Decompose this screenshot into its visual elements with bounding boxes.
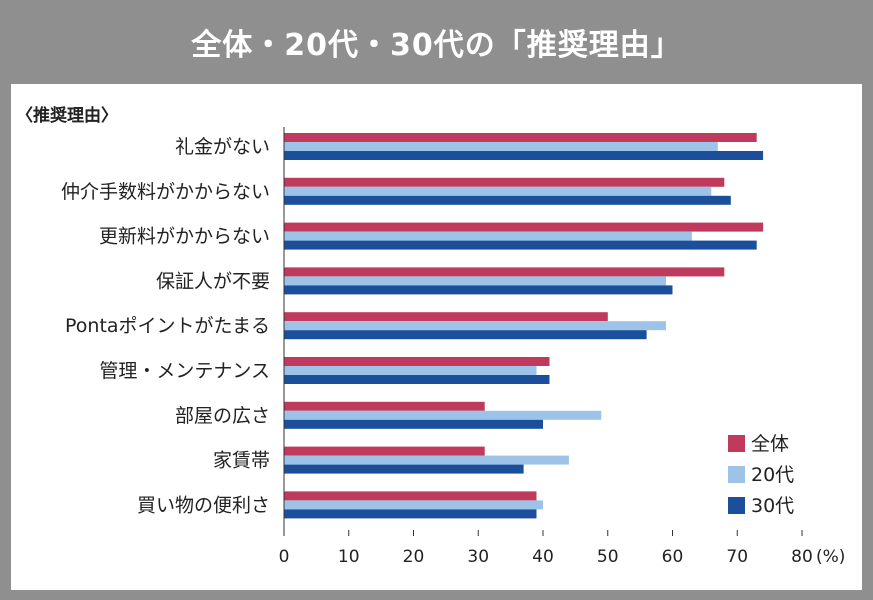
category-label: 部屋の広さ — [175, 405, 270, 427]
bar-全体-6 — [284, 401, 485, 411]
bar-全体-4 — [284, 312, 608, 322]
tick-label: 70 — [726, 547, 748, 567]
legend-label: 20代 — [751, 464, 794, 486]
bar-20代-2 — [284, 231, 692, 241]
tick-label: 80 — [791, 547, 813, 567]
bar-20代-8 — [284, 500, 543, 510]
bars — [284, 133, 764, 519]
category-label: 保証人が不要 — [156, 270, 270, 292]
bar-20代-4 — [284, 321, 666, 331]
tick-label: 0 — [279, 547, 290, 567]
bar-全体-0 — [284, 133, 757, 142]
bar-20代-1 — [284, 186, 712, 196]
bar-30代-3 — [284, 285, 673, 295]
bar-20代-3 — [284, 276, 666, 286]
bar-全体-7 — [284, 446, 485, 456]
bar-30代-5 — [284, 375, 550, 384]
tick-label: 50 — [597, 547, 619, 567]
category-label: 買い物の便利さ — [137, 494, 270, 516]
legend-swatch-30代 — [728, 497, 745, 514]
bar-30代-2 — [284, 240, 757, 250]
tick-label: 30 — [467, 547, 489, 567]
bar-30代-8 — [284, 509, 537, 519]
bar-20代-0 — [284, 142, 718, 151]
category-axis-title: 〈推奨理由〉 — [16, 105, 118, 126]
bar-全体-8 — [284, 491, 537, 501]
legend: 全体 20代 30代 — [728, 433, 794, 517]
category-label: 管理・メンテナンス — [99, 360, 270, 382]
category-label: 礼金がない — [175, 136, 270, 158]
chart-title: 全体・20代・30代の「推奨理由」 — [191, 28, 682, 63]
tick-label: 40 — [532, 547, 554, 567]
category-label: Pontaポイントがたまる — [65, 315, 270, 337]
category-label: 仲介手数料がかからない — [61, 181, 270, 203]
bar-30代-0 — [284, 151, 764, 160]
tick-label: 10 — [338, 547, 360, 567]
bar-30代-6 — [284, 419, 543, 429]
value-axis-ticks: 0 10 20 30 40 50 60 70 80 (%) — [279, 530, 845, 567]
legend-label: 30代 — [751, 495, 794, 517]
legend-swatch-全体 — [728, 435, 745, 452]
bar-30代-1 — [284, 195, 731, 205]
legend-label: 全体 — [751, 433, 789, 455]
bar-全体-5 — [284, 357, 550, 366]
tick-label: 60 — [662, 547, 684, 567]
category-label: 更新料がかからない — [99, 226, 270, 248]
category-label: 家賃帯 — [213, 450, 270, 472]
bar-全体-2 — [284, 222, 764, 232]
bar-20代-7 — [284, 455, 569, 465]
bar-20代-6 — [284, 410, 602, 420]
bar-全体-3 — [284, 267, 725, 277]
bar-全体-1 — [284, 177, 725, 187]
unit-label: (%) — [816, 547, 845, 567]
bar-20代-5 — [284, 366, 537, 375]
bar-30代-7 — [284, 464, 524, 474]
bar-30代-4 — [284, 330, 647, 340]
legend-swatch-20代 — [728, 466, 745, 483]
tick-label: 20 — [403, 547, 425, 567]
